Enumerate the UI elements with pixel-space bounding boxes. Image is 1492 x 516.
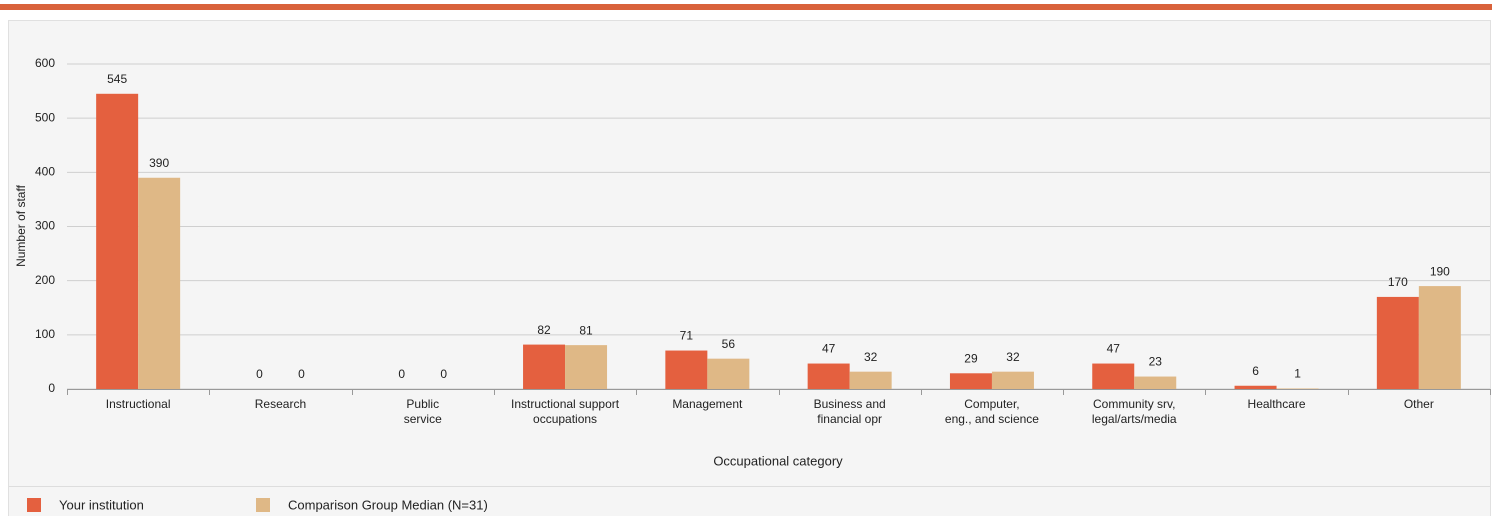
legend-label: Your institution bbox=[59, 497, 144, 512]
bar bbox=[1092, 363, 1135, 389]
x-tick-label: Business and bbox=[814, 397, 886, 411]
bar bbox=[707, 358, 750, 389]
bar bbox=[138, 177, 181, 389]
x-tick-label: Research bbox=[255, 397, 306, 411]
data-label: 1 bbox=[1294, 367, 1301, 381]
x-tick-label: Healthcare bbox=[1248, 397, 1306, 411]
data-label: 47 bbox=[822, 342, 836, 356]
y-tick-label: 500 bbox=[35, 110, 55, 124]
data-label: 0 bbox=[298, 367, 305, 381]
y-tick-label: 0 bbox=[48, 381, 55, 395]
bar bbox=[96, 93, 139, 390]
data-label: 56 bbox=[722, 337, 736, 351]
x-tick-label: Computer, bbox=[964, 397, 1019, 411]
data-label: 32 bbox=[864, 350, 878, 364]
bar bbox=[949, 373, 992, 389]
y-tick-label: 400 bbox=[35, 165, 55, 179]
x-tick-label: Other bbox=[1404, 397, 1434, 411]
x-axis-title: Occupational category bbox=[713, 453, 843, 468]
bar bbox=[565, 345, 608, 389]
y-tick-label: 100 bbox=[35, 327, 55, 341]
y-axis-title: Number of staff bbox=[14, 184, 28, 266]
bar bbox=[1376, 296, 1419, 389]
data-label: 29 bbox=[964, 351, 978, 365]
bar bbox=[1276, 388, 1319, 389]
x-tick-label: Management bbox=[672, 397, 743, 411]
data-label: 81 bbox=[579, 323, 593, 337]
x-tick-label: occupations bbox=[533, 412, 597, 426]
x-tick-label: Public bbox=[406, 397, 439, 411]
x-tick-label: financial opr bbox=[817, 412, 882, 426]
legend-swatch bbox=[27, 498, 41, 512]
data-label: 0 bbox=[256, 367, 263, 381]
data-label: 545 bbox=[107, 72, 127, 86]
bar bbox=[523, 344, 566, 389]
panel bbox=[8, 20, 1491, 516]
legend-swatch bbox=[256, 498, 270, 512]
x-tick-label: legal/arts/media bbox=[1092, 412, 1177, 426]
data-label: 0 bbox=[398, 367, 405, 381]
data-label: 23 bbox=[1149, 355, 1163, 369]
data-label: 170 bbox=[1388, 275, 1408, 289]
data-label: 6 bbox=[1252, 364, 1259, 378]
bar bbox=[1234, 385, 1277, 389]
data-label: 390 bbox=[149, 156, 169, 170]
top-bar bbox=[0, 4, 1492, 10]
y-tick-label: 200 bbox=[35, 273, 55, 287]
bar bbox=[1418, 286, 1461, 389]
legend-label: Comparison Group Median (N=31) bbox=[288, 497, 488, 512]
data-label: 47 bbox=[1107, 342, 1121, 356]
data-label: 0 bbox=[440, 367, 447, 381]
data-label: 82 bbox=[537, 323, 551, 337]
bar bbox=[807, 363, 850, 389]
data-label: 32 bbox=[1006, 350, 1020, 364]
x-tick-label: eng., and science bbox=[945, 412, 1039, 426]
x-tick-label: service bbox=[404, 412, 442, 426]
data-label: 71 bbox=[680, 329, 694, 343]
bar bbox=[665, 350, 708, 389]
bar bbox=[849, 371, 892, 389]
y-tick-label: 300 bbox=[35, 219, 55, 233]
y-tick-label: 600 bbox=[35, 56, 55, 70]
x-tick-label: Instructional support bbox=[511, 397, 620, 411]
bar bbox=[991, 371, 1034, 389]
data-label: 190 bbox=[1430, 264, 1450, 278]
bar bbox=[1134, 376, 1177, 389]
x-tick-label: Community srv, bbox=[1093, 397, 1175, 411]
x-tick-label: Instructional bbox=[106, 397, 171, 411]
